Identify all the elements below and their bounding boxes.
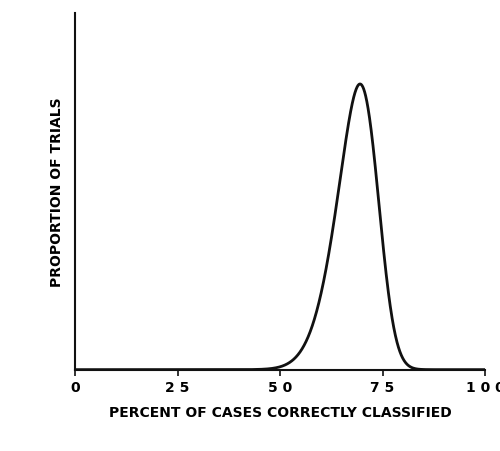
X-axis label: PERCENT OF CASES CORRECTLY CLASSIFIED: PERCENT OF CASES CORRECTLY CLASSIFIED: [108, 405, 452, 419]
Y-axis label: PROPORTION OF TRIALS: PROPORTION OF TRIALS: [50, 97, 64, 286]
